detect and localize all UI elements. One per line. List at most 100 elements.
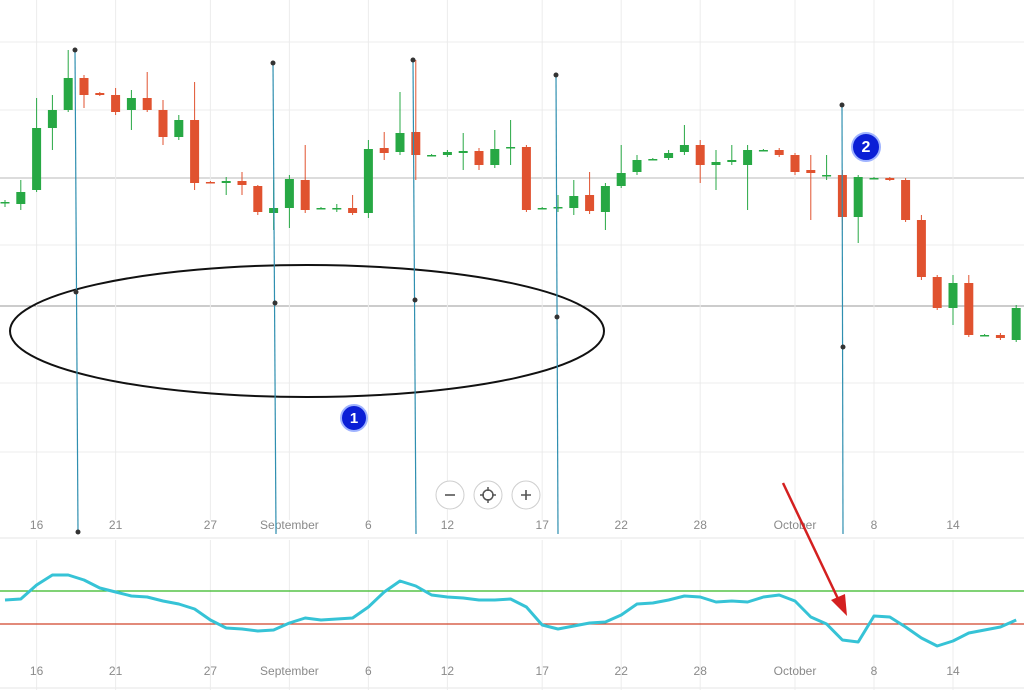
candle-body xyxy=(948,283,958,308)
reset-button[interactable] xyxy=(473,480,503,510)
candle-body xyxy=(490,149,500,165)
x-tick-label: 8 xyxy=(871,664,878,678)
vertical-line xyxy=(412,59,417,535)
candle-body xyxy=(758,150,768,152)
arrow xyxy=(781,482,847,616)
x-tick-label: 17 xyxy=(536,518,550,532)
candle-body xyxy=(47,110,57,128)
candle-body xyxy=(727,160,737,162)
candle-body xyxy=(16,192,26,204)
candle-body xyxy=(190,120,200,183)
candle-body xyxy=(395,133,405,152)
candle-body xyxy=(869,178,879,180)
candle-body xyxy=(616,173,626,186)
ellipse xyxy=(9,264,605,398)
candle-body xyxy=(853,177,863,217)
badge: 2 xyxy=(851,132,881,162)
dot xyxy=(73,289,79,295)
badge-label: 2 xyxy=(862,139,871,156)
candle-body xyxy=(237,181,247,185)
candle-body xyxy=(822,175,832,177)
candle-body xyxy=(174,120,184,137)
candle-body xyxy=(506,147,516,149)
candle-body xyxy=(790,155,800,172)
x-tick-label: 27 xyxy=(204,664,218,678)
candle-body xyxy=(79,78,89,95)
zoom-out-button[interactable] xyxy=(435,480,465,510)
candle-body xyxy=(885,178,895,180)
candle-body xyxy=(964,283,974,335)
dot xyxy=(840,344,846,350)
candle-body xyxy=(585,195,595,211)
dot xyxy=(553,72,559,78)
candle-body xyxy=(774,150,784,155)
candle-body xyxy=(521,147,531,210)
candle-body xyxy=(411,132,421,155)
vertical-lines xyxy=(74,49,844,535)
x-tick-label: October xyxy=(774,518,817,532)
oscillator-line xyxy=(4,573,1017,648)
candle-body xyxy=(932,277,942,308)
vertical-line xyxy=(841,104,844,535)
dot xyxy=(410,57,416,63)
x-tick-label: 16 xyxy=(30,518,44,532)
arrow-shaft xyxy=(781,482,842,604)
zoom-controls xyxy=(435,480,541,510)
x-tick-label: 8 xyxy=(871,518,878,532)
dot xyxy=(72,47,78,53)
candle-body xyxy=(901,180,911,220)
candle-body xyxy=(1011,308,1021,340)
x-tick-label: 17 xyxy=(536,664,550,678)
candle-body xyxy=(474,151,484,165)
candle-body xyxy=(632,160,642,172)
candle-body xyxy=(743,150,753,165)
x-tick-label: 21 xyxy=(109,518,123,532)
candle-body xyxy=(348,208,358,213)
candle-body xyxy=(427,155,437,157)
button-circle xyxy=(473,480,503,510)
x-tick-label: 6 xyxy=(365,664,372,678)
candle-body xyxy=(648,159,658,161)
candle-body xyxy=(316,208,326,210)
zoom-in-button[interactable] xyxy=(511,480,541,510)
candle-body xyxy=(126,98,136,110)
x-tick-label: 28 xyxy=(694,664,708,678)
x-tick-label: 22 xyxy=(615,518,629,532)
dot xyxy=(270,60,276,66)
candle-body xyxy=(679,145,689,152)
x-tick-label: 27 xyxy=(204,518,218,532)
candle-body xyxy=(142,98,152,110)
candle-body xyxy=(916,220,926,277)
anchor-dots xyxy=(72,47,846,535)
badge-circle xyxy=(851,132,881,162)
candle-body xyxy=(0,202,10,204)
candle-body xyxy=(253,186,263,212)
candle-body xyxy=(569,196,579,208)
x-tick-label: 14 xyxy=(946,664,960,678)
badge-circle xyxy=(340,404,368,432)
candle-body xyxy=(379,148,389,153)
x-tick-label: 22 xyxy=(615,664,629,678)
candle-body xyxy=(111,95,121,112)
x-tick-label: 21 xyxy=(109,664,123,678)
dot xyxy=(75,529,81,535)
candle-body xyxy=(695,145,705,165)
x-tick-label: October xyxy=(774,664,817,678)
candle-body xyxy=(553,207,563,209)
x-tick-label: September xyxy=(260,664,319,678)
candle-body xyxy=(995,335,1005,338)
vertical-line xyxy=(272,62,277,535)
candle-body xyxy=(332,208,342,210)
candle-body xyxy=(32,128,42,190)
candle-body xyxy=(711,162,721,165)
candle-body xyxy=(980,335,990,337)
candle-body xyxy=(442,152,452,155)
arrow-head xyxy=(831,594,847,616)
candle-body xyxy=(363,149,373,213)
x-tick-label: 28 xyxy=(694,518,708,532)
